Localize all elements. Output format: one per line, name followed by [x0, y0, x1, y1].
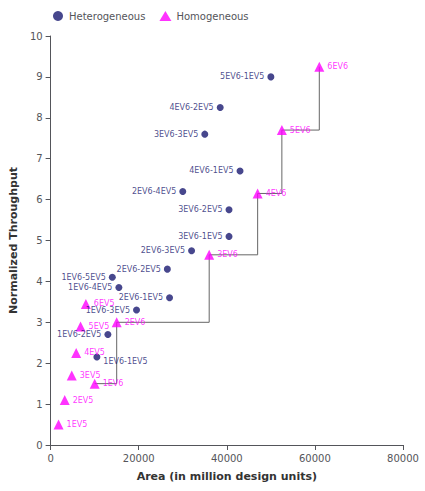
- svg-text:1EV6-3EV5: 1EV6-3EV5: [85, 305, 130, 315]
- svg-text:5EV6: 5EV6: [290, 126, 311, 135]
- svg-text:1EV6-1EV5: 1EV6-1EV5: [103, 357, 147, 366]
- svg-text:3EV6-3EV5: 3EV6-3EV5: [154, 130, 198, 139]
- svg-text:6: 6: [36, 194, 42, 205]
- svg-text:40000: 40000: [211, 453, 243, 464]
- svg-text:0: 0: [36, 440, 42, 451]
- svg-text:1EV6-5EV5: 1EV6-5EV5: [61, 273, 105, 282]
- svg-text:5: 5: [36, 235, 42, 246]
- svg-text:Heterogeneous: Heterogeneous: [69, 11, 145, 22]
- svg-text:3EV6: 3EV6: [217, 250, 238, 259]
- svg-text:4EV6-1EV5: 4EV6-1EV5: [189, 166, 233, 175]
- svg-text:7: 7: [36, 153, 42, 164]
- svg-text:3EV6-2EV5: 3EV6-2EV5: [178, 205, 222, 214]
- svg-text:Homogeneous: Homogeneous: [176, 11, 248, 22]
- svg-text:2EV6: 2EV6: [125, 318, 146, 327]
- svg-text:2: 2: [36, 358, 42, 369]
- svg-text:3EV5: 3EV5: [80, 371, 101, 380]
- svg-text:2EV6-1EV5: 2EV6-1EV5: [119, 293, 163, 302]
- svg-text:4EV6-2EV5: 4EV6-2EV5: [169, 103, 213, 112]
- svg-text:1: 1: [36, 399, 42, 410]
- svg-text:60000: 60000: [299, 453, 331, 464]
- svg-text:1EV6-4EV5: 1EV6-4EV5: [68, 283, 112, 292]
- svg-text:5EV6-1EV5: 5EV6-1EV5: [220, 72, 264, 81]
- svg-text:4EV5: 4EV5: [84, 348, 105, 357]
- svg-text:Area (in million design units): Area (in million design units): [137, 470, 317, 483]
- svg-text:20000: 20000: [123, 453, 155, 464]
- svg-text:9: 9: [36, 71, 42, 82]
- svg-text:80000: 80000: [387, 453, 419, 464]
- svg-text:3: 3: [36, 317, 42, 328]
- svg-text:2EV5: 2EV5: [73, 396, 94, 405]
- svg-text:8: 8: [36, 112, 42, 123]
- svg-text:5EV5: 5EV5: [89, 322, 110, 331]
- svg-text:6EV5: 6EV5: [94, 299, 115, 308]
- svg-text:2EV6-3EV5: 2EV6-3EV5: [141, 246, 185, 255]
- svg-text:3EV6-1EV5: 3EV6-1EV5: [178, 232, 222, 241]
- svg-text:4EV6: 4EV6: [266, 189, 287, 198]
- svg-text:1EV5: 1EV5: [67, 420, 88, 429]
- svg-text:1EV6: 1EV6: [103, 379, 124, 388]
- svg-text:10: 10: [30, 31, 43, 42]
- svg-text:1EV6-2EV5: 1EV6-2EV5: [57, 330, 101, 339]
- svg-text:2EV6-2EV5: 2EV6-2EV5: [117, 265, 161, 274]
- svg-text:0: 0: [47, 453, 53, 464]
- svg-text:4: 4: [36, 276, 42, 287]
- svg-text:2EV6-4EV5: 2EV6-4EV5: [132, 187, 176, 196]
- svg-text:6EV6: 6EV6: [327, 62, 348, 71]
- svg-text:Normalized Throughput: Normalized Throughput: [7, 167, 20, 314]
